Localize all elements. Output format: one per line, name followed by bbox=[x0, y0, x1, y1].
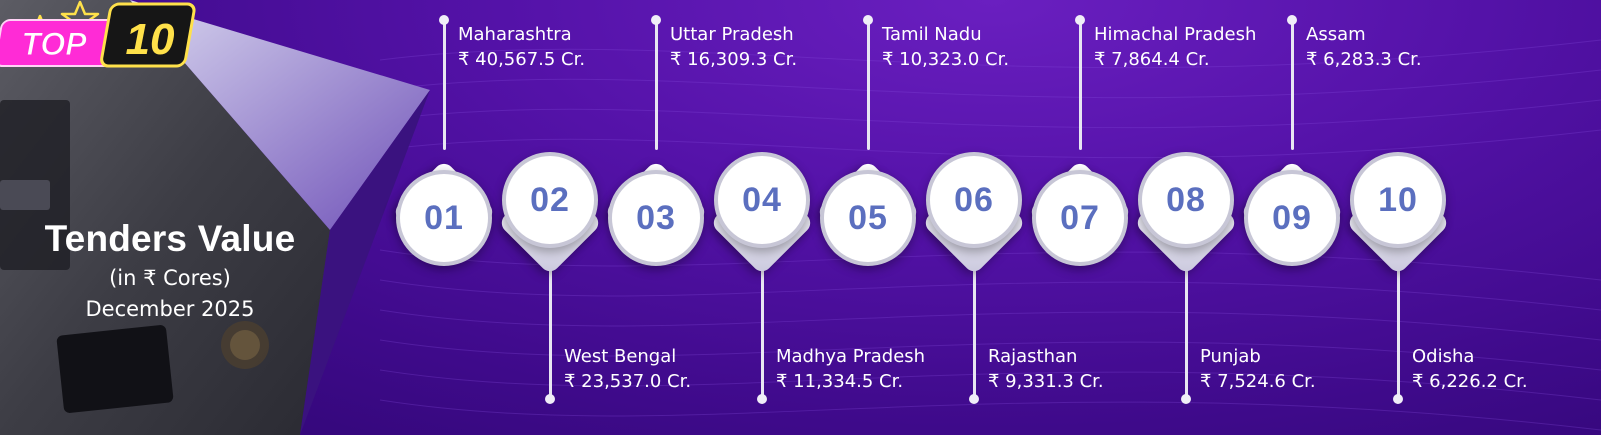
connector-dot bbox=[969, 394, 979, 404]
connector-line bbox=[973, 268, 976, 398]
state-name: Odisha bbox=[1412, 346, 1475, 367]
tender-value: ₹ 7,524.6 Cr. bbox=[1200, 371, 1316, 392]
state-entry: West Bengal ₹ 23,537.0 Cr. bbox=[564, 344, 691, 394]
rank-number: 10 bbox=[1378, 180, 1418, 219]
rank-number: 02 bbox=[530, 180, 570, 219]
left-panel: TOP 10 Tenders Value (in ₹ Cores) Decemb… bbox=[0, 0, 460, 435]
svg-text:10: 10 bbox=[126, 15, 175, 64]
state-name: Rajasthan bbox=[988, 346, 1078, 367]
connector-dot bbox=[1287, 15, 1297, 25]
connector-line bbox=[1291, 20, 1294, 150]
tender-value: ₹ 6,226.2 Cr. bbox=[1412, 371, 1528, 392]
tender-value: ₹ 40,567.5 Cr. bbox=[458, 49, 586, 70]
state-entry: Uttar Pradesh ₹ 16,309.3 Cr. bbox=[670, 22, 797, 72]
rank-number: 09 bbox=[1272, 198, 1312, 237]
rank-number: 04 bbox=[742, 180, 782, 219]
state-name: Uttar Pradesh bbox=[670, 24, 794, 45]
connector-dot bbox=[1393, 394, 1403, 404]
rank-circle: 06 bbox=[926, 152, 1022, 248]
tender-value: ₹ 10,323.0 Cr. bbox=[882, 49, 1010, 70]
period-label: December 2025 bbox=[85, 297, 255, 321]
state-entry: Himachal Pradesh ₹ 7,864.4 Cr. bbox=[1094, 22, 1256, 72]
state-entry: Assam ₹ 6,283.3 Cr. bbox=[1306, 22, 1422, 72]
connector-dot bbox=[545, 394, 555, 404]
tender-value: ₹ 11,334.5 Cr. bbox=[776, 371, 904, 392]
rank-number: 08 bbox=[1166, 180, 1206, 219]
state-entry: Punjab ₹ 7,524.6 Cr. bbox=[1200, 344, 1316, 394]
state-name: West Bengal bbox=[564, 346, 677, 367]
unit-subtitle: (in ₹ Cores) bbox=[109, 266, 231, 290]
state-name: Maharashtra bbox=[458, 24, 572, 45]
rank-circle: 08 bbox=[1138, 152, 1234, 248]
connector-line bbox=[1079, 20, 1082, 150]
state-name: Punjab bbox=[1200, 346, 1261, 367]
state-name: Assam bbox=[1306, 24, 1366, 45]
state-name: Madhya Pradesh bbox=[776, 346, 926, 367]
connector-dot bbox=[439, 15, 449, 25]
page-title: Tenders Value bbox=[44, 218, 296, 259]
connector-line bbox=[761, 268, 764, 398]
tender-value: ₹ 6,283.3 Cr. bbox=[1306, 49, 1422, 70]
connector-line bbox=[867, 20, 870, 150]
tender-value: ₹ 9,331.3 Cr. bbox=[988, 371, 1104, 392]
connector-dot bbox=[757, 394, 767, 404]
state-entry: Rajasthan ₹ 9,331.3 Cr. bbox=[988, 344, 1104, 394]
rank-number: 07 bbox=[1060, 198, 1100, 237]
state-entry: Maharashtra ₹ 40,567.5 Cr. bbox=[458, 22, 585, 72]
rank-number: 06 bbox=[954, 180, 994, 219]
tender-value: ₹ 23,537.0 Cr. bbox=[564, 371, 692, 392]
rank-number: 01 bbox=[424, 198, 464, 237]
rank-circle: 09 bbox=[1244, 170, 1340, 266]
state-name: Himachal Pradesh bbox=[1094, 24, 1257, 45]
state-entry: Madhya Pradesh ₹ 11,334.5 Cr. bbox=[776, 344, 925, 394]
connector-line bbox=[549, 268, 552, 398]
state-name: Tamil Nadu bbox=[882, 24, 982, 45]
rank-circle: 05 bbox=[820, 170, 916, 266]
connector-dot bbox=[863, 15, 873, 25]
state-entry: Odisha ₹ 6,226.2 Cr. bbox=[1412, 344, 1528, 394]
connector-dot bbox=[651, 15, 661, 25]
rank-circle: 10 bbox=[1350, 152, 1446, 248]
top-10-badge: TOP 10 bbox=[0, 2, 196, 68]
state-entry: Tamil Nadu ₹ 10,323.0 Cr. bbox=[882, 22, 1009, 72]
connector-line bbox=[1397, 268, 1400, 398]
rank-circle: 03 bbox=[608, 170, 704, 266]
tender-value: ₹ 16,309.3 Cr. bbox=[670, 49, 798, 70]
rank-number: 05 bbox=[848, 198, 888, 237]
desk-photo-background bbox=[0, 0, 430, 435]
rank-number: 03 bbox=[636, 198, 676, 237]
connector-line bbox=[443, 20, 446, 150]
tender-value: ₹ 7,864.4 Cr. bbox=[1094, 49, 1210, 70]
rank-circle: 02 bbox=[502, 152, 598, 248]
connector-line bbox=[1185, 268, 1188, 398]
rank-circle: 01 bbox=[396, 170, 492, 266]
connector-dot bbox=[1181, 394, 1191, 404]
connector-line bbox=[655, 20, 658, 150]
svg-text:TOP: TOP bbox=[21, 26, 87, 62]
rank-circle: 04 bbox=[714, 152, 810, 248]
rank-circle: 07 bbox=[1032, 170, 1128, 266]
connector-dot bbox=[1075, 15, 1085, 25]
